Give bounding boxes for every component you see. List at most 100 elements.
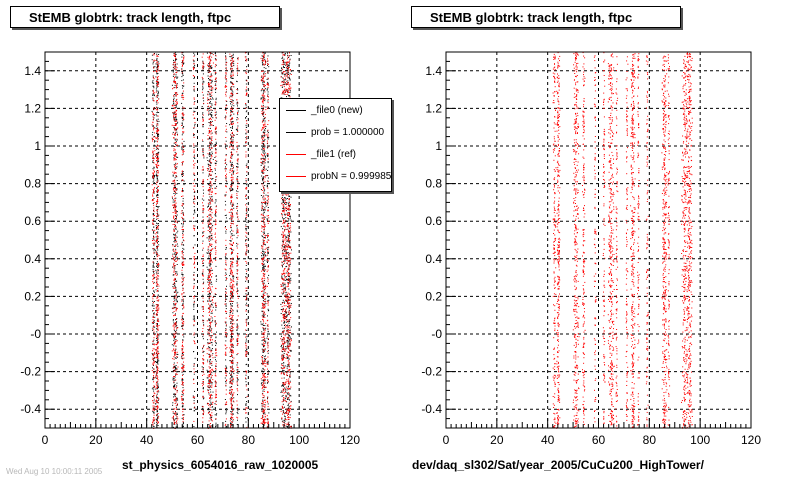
data-point xyxy=(286,213,288,215)
data-point xyxy=(175,205,177,207)
data-point xyxy=(209,413,211,415)
data-point xyxy=(210,115,212,117)
data-point xyxy=(156,90,158,92)
data-point xyxy=(152,387,154,388)
data-point xyxy=(174,239,176,241)
data-point xyxy=(173,421,175,423)
data-point xyxy=(206,237,208,239)
data-point xyxy=(209,361,211,363)
data-point xyxy=(176,307,178,309)
data-point xyxy=(215,83,217,85)
data-point xyxy=(194,190,195,192)
data-point xyxy=(182,351,184,353)
data-point xyxy=(158,360,160,362)
data-point xyxy=(202,208,204,210)
data-point xyxy=(181,118,183,119)
data-point xyxy=(261,135,263,137)
data-point xyxy=(287,386,289,388)
data-point xyxy=(174,314,175,316)
data-point xyxy=(265,327,267,329)
data-point xyxy=(285,64,287,66)
data-point xyxy=(267,72,269,74)
data-point xyxy=(194,390,195,392)
data-point xyxy=(173,335,174,337)
data-point xyxy=(157,361,159,363)
data-point xyxy=(207,372,209,373)
data-point xyxy=(263,325,265,326)
data-point xyxy=(263,358,265,360)
data-point xyxy=(224,117,226,119)
data-point xyxy=(288,334,290,336)
data-point xyxy=(194,410,196,412)
data-point xyxy=(174,281,175,283)
data-point xyxy=(262,399,264,401)
data-point xyxy=(289,296,291,298)
data-point xyxy=(245,421,247,423)
data-point xyxy=(157,200,159,202)
data-point xyxy=(214,58,216,60)
data-point xyxy=(261,410,263,412)
data-point xyxy=(285,276,287,278)
data-point xyxy=(288,423,289,425)
data-point xyxy=(155,401,157,403)
data-point xyxy=(174,220,176,222)
data-point xyxy=(210,374,212,376)
data-point xyxy=(192,182,194,184)
data-point xyxy=(282,66,284,68)
data-point xyxy=(172,64,174,65)
data-point xyxy=(209,196,211,198)
data-point xyxy=(154,419,155,421)
data-point xyxy=(232,93,234,95)
data-point xyxy=(281,67,283,69)
data-point xyxy=(237,105,238,107)
data-point xyxy=(263,263,265,265)
data-point xyxy=(176,264,178,265)
data-point xyxy=(215,141,217,143)
data-point xyxy=(153,372,155,374)
data-point xyxy=(181,210,183,212)
data-point xyxy=(225,408,227,410)
data-point xyxy=(289,58,291,60)
data-point xyxy=(157,238,159,239)
data-point xyxy=(230,110,232,112)
data-point xyxy=(236,180,238,182)
data-point xyxy=(210,209,212,211)
data-point xyxy=(182,405,184,407)
data-point xyxy=(208,333,210,335)
data-point xyxy=(156,366,158,368)
data-point xyxy=(214,214,216,216)
data-point xyxy=(182,279,184,281)
data-point xyxy=(153,169,155,171)
data-point xyxy=(157,246,158,248)
data-point xyxy=(172,286,174,288)
data-point xyxy=(182,417,184,418)
data-point xyxy=(156,218,158,220)
data-point xyxy=(194,319,196,321)
data-point xyxy=(153,192,155,194)
data-point xyxy=(267,252,269,254)
data-point xyxy=(224,377,226,379)
data-point xyxy=(176,340,178,342)
data-point xyxy=(267,258,268,260)
data-point xyxy=(231,111,233,113)
data-point xyxy=(236,102,238,104)
data-point xyxy=(261,315,263,317)
data-point xyxy=(245,251,247,253)
data-point xyxy=(202,195,204,197)
data-point xyxy=(265,340,267,342)
data-point xyxy=(261,384,263,386)
data-point xyxy=(210,239,212,241)
data-point xyxy=(232,330,234,332)
data-point xyxy=(202,62,204,64)
data-point xyxy=(194,158,196,159)
data-point xyxy=(182,252,184,253)
data-point xyxy=(202,222,204,224)
data-point xyxy=(230,318,232,320)
data-point xyxy=(232,368,234,370)
data-point xyxy=(182,223,184,225)
data-point xyxy=(236,281,238,283)
data-point xyxy=(280,97,282,99)
data-point xyxy=(173,267,175,269)
data-point xyxy=(156,286,158,287)
data-point xyxy=(174,168,176,170)
